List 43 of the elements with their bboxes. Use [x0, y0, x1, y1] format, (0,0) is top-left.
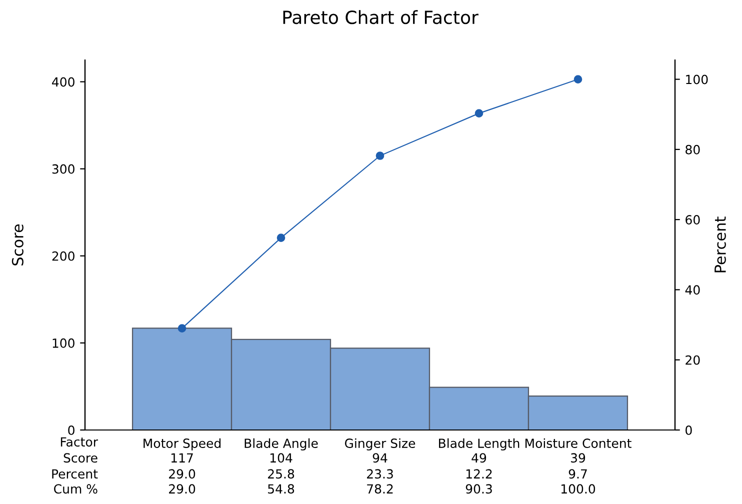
text: Cum % [54, 484, 98, 494]
data-label: 29.0 [169, 484, 196, 494]
data-label: 49 [472, 453, 486, 463]
data-label: 39 [570, 453, 586, 463]
y2-tick-label: 40 [685, 285, 700, 295]
text: Score [64, 453, 98, 463]
x-tick-label: Moisture Content [525, 438, 632, 448]
text: 9.7 [568, 469, 587, 479]
y-tick-label: 0 [68, 425, 74, 435]
y-axis-title: Score [12, 224, 24, 266]
point [474, 109, 484, 118]
point [276, 234, 286, 242]
data-label: 78.2 [367, 484, 393, 494]
data-label: 104 [270, 453, 292, 463]
point [574, 75, 582, 84]
y-tick-label: 300 [52, 164, 74, 174]
data-label: 90.3 [466, 484, 492, 494]
data-label: 54.8 [268, 484, 294, 494]
text: Percent [52, 469, 98, 479]
y-tick-label: 100 [52, 338, 74, 348]
y2-tick-label: 20 [686, 355, 700, 365]
y2-tick-label: 80 [686, 144, 700, 154]
y-tick-label: 400 [52, 77, 74, 87]
y2-tick-label: 0 [686, 425, 692, 435]
data-label: 117 [171, 453, 193, 462]
x-tick-label: Blade Angle [244, 438, 318, 450]
data-label: 100.0 [561, 484, 596, 494]
data-label: 94 [372, 453, 388, 463]
text: 12.2 [466, 469, 492, 478]
y-tick-label: 200 [52, 251, 74, 261]
chart-title: Pareto Chart of Factor [283, 10, 478, 24]
text: 25.8 [268, 469, 294, 479]
point [178, 324, 186, 332]
text: 23.3 [367, 469, 393, 479]
y2-tick-label: 100 [686, 74, 708, 84]
x-axis-title: Factor [60, 437, 98, 447]
x-tick-label: Motor Speed [144, 438, 221, 450]
y2-axis-title: Percent [714, 216, 726, 272]
y2-tick-label: 60 [686, 215, 700, 224]
text: 29.0 [169, 469, 196, 479]
x-tick-label: Blade Length [439, 438, 520, 450]
point [376, 152, 384, 160]
x-tick-label: Ginger Size [344, 438, 416, 450]
